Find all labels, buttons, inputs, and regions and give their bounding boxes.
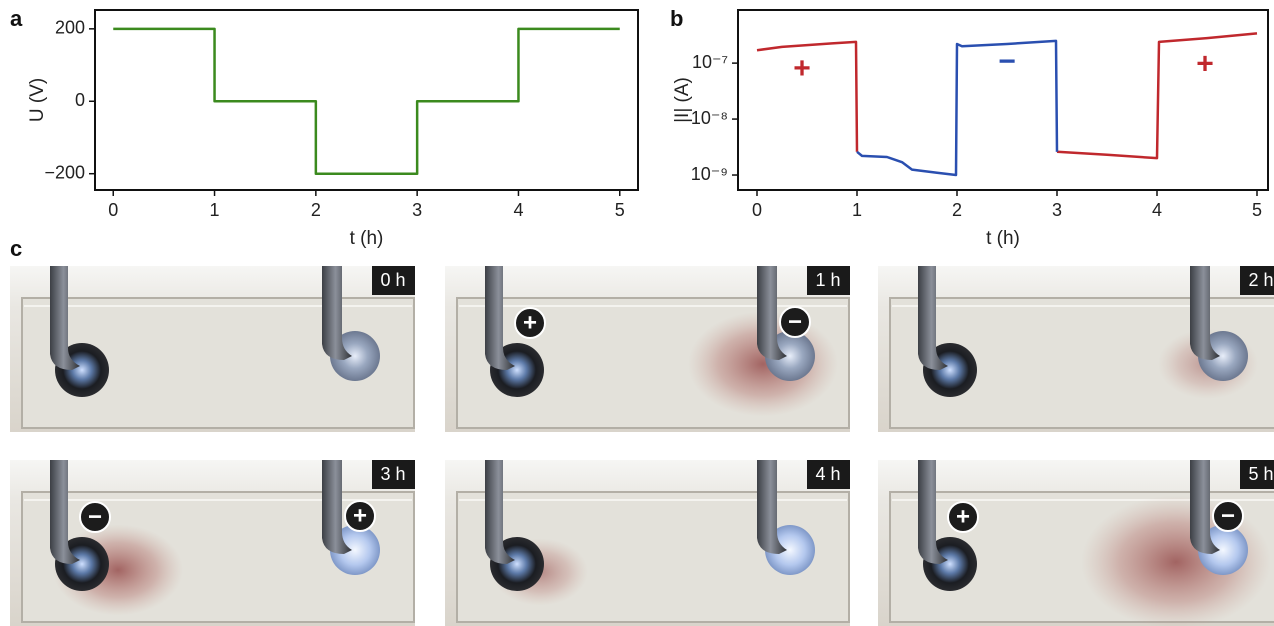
x-tick-label: 5 <box>1252 200 1262 220</box>
x-axis-label: t (h) <box>350 228 384 249</box>
left-electrode-rod <box>918 266 948 370</box>
polarity-sign: − <box>88 503 102 530</box>
polarity-sign: + <box>956 503 970 530</box>
y-tick-label: 200 <box>55 18 85 38</box>
y-tick-label: 10⁻⁷ <box>692 52 728 72</box>
photo: 1 h + − <box>445 266 850 432</box>
annotation: + <box>1196 48 1214 81</box>
polarity-badge <box>947 501 979 533</box>
x-tick-label: 4 <box>1152 200 1162 220</box>
annotation: − <box>998 45 1016 78</box>
photo: 4 h <box>445 460 850 626</box>
polarity-badge <box>79 501 111 533</box>
right-electrode-rod <box>322 266 352 360</box>
panel-label: c <box>10 236 22 261</box>
left-electrode-rod <box>918 460 948 564</box>
x-tick-label: 1 <box>852 200 862 220</box>
right-electrode-rod <box>1190 266 1220 360</box>
right-electrode-rod <box>322 460 352 554</box>
photo: 2 h <box>878 266 1274 432</box>
time-badge <box>1240 266 1274 295</box>
time-badge <box>1240 460 1274 489</box>
time-badge <box>372 460 415 489</box>
left-electrode-rod <box>485 266 515 370</box>
polarity-badge <box>1212 500 1244 532</box>
time-badge <box>807 460 850 489</box>
right-electrode-rod <box>757 266 787 360</box>
y-tick-label: 10⁻⁸ <box>691 108 728 128</box>
data-line <box>856 39 1059 177</box>
right-electrode-rod <box>1190 460 1220 554</box>
polarity-sign: − <box>788 308 802 335</box>
annotation: + <box>793 52 811 85</box>
time-label: 4 h <box>815 464 840 484</box>
polarity-badge <box>344 500 376 532</box>
x-tick-label: 0 <box>752 200 762 220</box>
x-tick-label: 3 <box>412 200 422 220</box>
photo: 5 h + − <box>878 460 1274 626</box>
y-axis-label: U (V) <box>27 78 48 122</box>
polarity-badge <box>779 306 811 338</box>
time-badge <box>372 266 415 295</box>
polarity-sign: − <box>1221 502 1235 529</box>
time-label: 0 h <box>380 270 405 290</box>
panel-label: b <box>670 6 683 31</box>
time-label: 1 h <box>815 270 840 290</box>
polarity-badge <box>514 307 546 339</box>
left-electrode-rod <box>50 460 80 564</box>
time-label: 2 h <box>1248 270 1273 290</box>
left-electrode-rod <box>485 460 515 564</box>
y-tick-label: 10⁻⁹ <box>691 164 728 184</box>
right-electrode-rod <box>757 460 787 554</box>
x-tick-label: 5 <box>615 200 625 220</box>
x-tick-label: 2 <box>952 200 962 220</box>
time-badge <box>807 266 850 295</box>
polarity-sign: + <box>353 502 367 529</box>
x-tick-label: 1 <box>210 200 220 220</box>
x-tick-label: 2 <box>311 200 321 220</box>
y-tick-label: 0 <box>75 90 85 110</box>
x-axis-label: t (h) <box>986 228 1020 249</box>
plot-frame <box>94 9 639 191</box>
photo: 3 h − + <box>10 460 415 626</box>
time-label: 5 h <box>1248 464 1273 484</box>
data-line <box>113 27 620 175</box>
data-line <box>756 32 1258 160</box>
y-axis-label: |I| (A) <box>672 77 693 123</box>
panel-label: a <box>10 6 23 31</box>
plot-frame <box>737 9 1269 191</box>
left-electrode-rod <box>50 266 80 370</box>
x-tick-label: 3 <box>1052 200 1062 220</box>
x-tick-label: 4 <box>513 200 523 220</box>
photo: 0 h <box>10 266 415 432</box>
x-tick-label: 0 <box>108 200 118 220</box>
time-label: 3 h <box>380 464 405 484</box>
polarity-sign: + <box>523 309 537 336</box>
y-tick-label: −200 <box>44 162 85 182</box>
